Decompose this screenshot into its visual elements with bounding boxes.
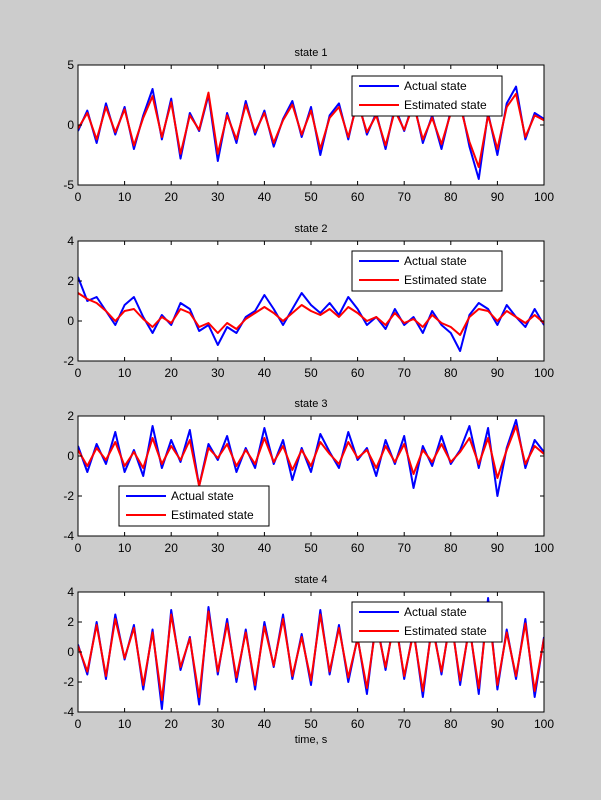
- x-tick-label: 50: [304, 717, 318, 731]
- y-tick-label: 2: [67, 409, 74, 423]
- x-tick-label: 70: [398, 190, 412, 204]
- y-tick-label: 2: [67, 274, 74, 288]
- y-tick-label: 0: [67, 118, 74, 132]
- legend-entry: Actual state: [171, 489, 234, 503]
- series-line-estimated: [78, 606, 544, 701]
- legend: Actual state Estimated state: [351, 601, 503, 643]
- x-tick-label: 80: [444, 717, 458, 731]
- x-tick-label: 80: [444, 190, 458, 204]
- x-tick-label: 0: [75, 190, 82, 204]
- x-tick-label: 90: [491, 366, 505, 380]
- x-tick-label: 50: [304, 190, 318, 204]
- subplot-title: state 2: [294, 223, 327, 235]
- x-tick-label: 100: [534, 717, 554, 731]
- x-tick-label: 40: [258, 717, 272, 731]
- legend: Actual state Estimated state: [351, 250, 503, 292]
- x-tick-label: 60: [351, 717, 365, 731]
- y-tick-label: 0: [67, 645, 74, 659]
- legend-entry: Actual state: [404, 254, 467, 268]
- y-tick-label: 4: [67, 585, 74, 599]
- y-tick-label: -5: [63, 178, 74, 192]
- x-tick-label: 100: [534, 541, 554, 555]
- x-tick-label: 80: [444, 541, 458, 555]
- x-tick-label: 60: [351, 190, 365, 204]
- legend-box: [351, 250, 503, 292]
- x-tick-label: 100: [534, 190, 554, 204]
- x-tick-label: 10: [118, 366, 132, 380]
- x-tick-label: 20: [165, 717, 179, 731]
- x-tick-label: 60: [351, 366, 365, 380]
- legend-box: [351, 75, 503, 117]
- series-line-estimated: [78, 91, 544, 168]
- x-tick-label: 60: [351, 541, 365, 555]
- subplot-title: state 1: [294, 47, 327, 59]
- legend: Actual state Estimated state: [351, 75, 503, 117]
- series-line-actual: [78, 419, 544, 497]
- y-tick-label: -2: [63, 354, 74, 368]
- legend-box: [351, 601, 503, 643]
- series-line-actual: [78, 276, 544, 352]
- x-tick-label: 0: [75, 366, 82, 380]
- x-tick-label: 0: [75, 541, 82, 555]
- legend-entry: Estimated state: [404, 98, 487, 112]
- x-tick-label: 40: [258, 541, 272, 555]
- y-tick-label: 5: [67, 58, 74, 72]
- y-tick-label: 0: [67, 314, 74, 328]
- y-tick-label: -2: [63, 675, 74, 689]
- x-tick-label: 30: [211, 366, 225, 380]
- subplot-title: state 4: [294, 574, 327, 586]
- legend-entry: Estimated state: [404, 624, 487, 638]
- x-tick-label: 40: [258, 190, 272, 204]
- x-tick-label: 30: [211, 190, 225, 204]
- x-tick-label: 50: [304, 541, 318, 555]
- x-tick-label: 90: [491, 190, 505, 204]
- subplot-title: state 3: [294, 398, 327, 410]
- x-tick-label: 70: [398, 541, 412, 555]
- y-tick-label: 2: [67, 615, 74, 629]
- y-tick-label: 4: [67, 234, 74, 248]
- legend-entry: Estimated state: [171, 508, 254, 522]
- legend-entry: Actual state: [404, 605, 467, 619]
- x-axis-label: time, s: [295, 734, 328, 746]
- x-tick-label: 50: [304, 366, 318, 380]
- x-tick-label: 20: [165, 541, 179, 555]
- y-tick-label: -4: [63, 705, 74, 719]
- x-tick-label: 40: [258, 366, 272, 380]
- legend: Actual state Estimated state: [118, 485, 270, 527]
- legend-entry: Actual state: [404, 79, 467, 93]
- legend-entry: Estimated state: [404, 273, 487, 287]
- y-tick-label: 0: [67, 449, 74, 463]
- x-tick-label: 10: [118, 190, 132, 204]
- x-tick-label: 20: [165, 190, 179, 204]
- x-tick-label: 90: [491, 541, 505, 555]
- series-line-estimated: [78, 292, 544, 336]
- x-tick-label: 20: [165, 366, 179, 380]
- x-tick-label: 70: [398, 717, 412, 731]
- y-tick-label: -2: [63, 489, 74, 503]
- x-tick-label: 10: [118, 541, 132, 555]
- x-tick-label: 90: [491, 717, 505, 731]
- x-tick-label: 80: [444, 366, 458, 380]
- legend-box: [118, 485, 270, 527]
- x-tick-label: 30: [211, 541, 225, 555]
- x-tick-label: 0: [75, 717, 82, 731]
- x-tick-label: 10: [118, 717, 132, 731]
- y-tick-label: -4: [63, 529, 74, 543]
- x-tick-label: 70: [398, 366, 412, 380]
- x-tick-label: 30: [211, 717, 225, 731]
- series-line-estimated: [78, 425, 544, 487]
- x-tick-label: 100: [534, 366, 554, 380]
